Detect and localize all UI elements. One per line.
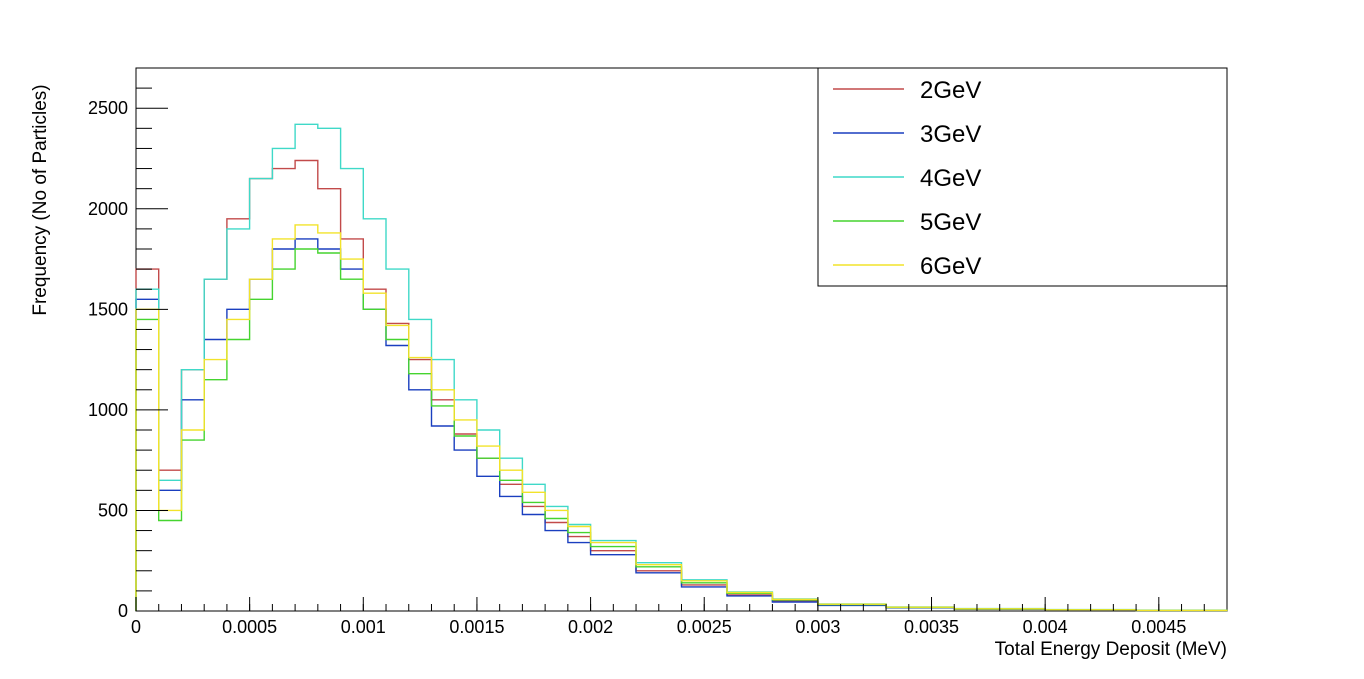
legend: 2GeV 3GeV 4GeV 5GeV 6GeV bbox=[817, 67, 1228, 287]
y-tick-label: 2000 bbox=[88, 199, 128, 219]
y-tick-label: 0 bbox=[118, 601, 128, 621]
y-tick-label: 1000 bbox=[88, 400, 128, 420]
y-tick-label: 500 bbox=[98, 500, 128, 520]
legend-label-5gev: 5GeV bbox=[920, 209, 981, 236]
x-axis: 0 0.0005 0.001 0.0015 0.002 0.0025 0.003 0.0035… bbox=[131, 597, 1205, 637]
x-tick-label: 0.0025 bbox=[677, 617, 732, 637]
x-tick-label: 0 bbox=[131, 617, 141, 637]
x-tick-label: 0.0035 bbox=[904, 617, 959, 637]
series-line-3gev bbox=[135, 238, 1228, 612]
series-line-5gev bbox=[135, 248, 1228, 612]
x-tick-label: 0.0015 bbox=[449, 617, 504, 637]
y-tick-label: 1500 bbox=[88, 299, 128, 319]
x-tick-label: 0.003 bbox=[795, 617, 840, 637]
legend-label-4gev: 4GeV bbox=[920, 165, 981, 192]
y-axis-title: Frequency (No of Particles) bbox=[30, 84, 51, 315]
x-axis-title: Total Energy Deposit (MeV) bbox=[995, 639, 1227, 660]
x-tick-label: 0.002 bbox=[568, 617, 613, 637]
y-tick-label: 2500 bbox=[88, 98, 128, 118]
x-tick-label: 0.0005 bbox=[222, 617, 277, 637]
x-tick-label: 0.004 bbox=[1023, 617, 1068, 637]
legend-label-3gev: 3GeV bbox=[920, 121, 981, 148]
x-tick-label: 0.001 bbox=[341, 617, 386, 637]
y-axis: 0 500 1000 1500 2000 2500 bbox=[88, 87, 168, 621]
x-tick-label: 0.0045 bbox=[1131, 617, 1186, 637]
legend-label-6gev: 6GeV bbox=[920, 253, 981, 280]
legend-label-2gev: 2GeV bbox=[920, 77, 981, 104]
